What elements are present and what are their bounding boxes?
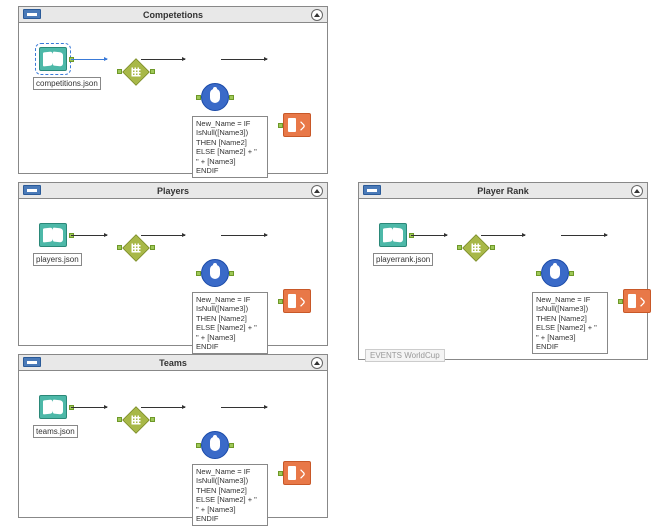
input-port[interactable]	[278, 471, 283, 476]
container-playerrank: Player Rank playerrank.json New_Name = IFI…	[358, 182, 648, 360]
container-teams: Teams teams.json New_Name = IFIsNull([Name…	[18, 354, 328, 518]
input-port[interactable]	[196, 95, 201, 100]
connection[interactable]	[71, 235, 107, 236]
container-body: playerrank.json New_Name = IFIsNull([Name…	[359, 199, 647, 361]
input-tool-icon	[379, 223, 407, 247]
connection[interactable]	[71, 407, 107, 408]
formula-tool-node[interactable]: New_Name = IFIsNull([Name3])THEN [Name2]…	[201, 83, 229, 111]
input-tool-icon	[39, 395, 67, 419]
formula-expression-label: New_Name = IFIsNull([Name3])THEN [Name2]…	[192, 292, 268, 354]
input-tool-node[interactable]: competitions.json	[39, 47, 71, 75]
collapse-button[interactable]	[311, 185, 323, 197]
container-title: Player Rank	[477, 186, 529, 196]
container-players: Players players.json New_Name = IFIsNull([…	[18, 182, 328, 346]
input-port[interactable]	[196, 443, 201, 448]
select-tool-node[interactable]	[123, 59, 149, 85]
input-tool-node[interactable]: playerrank.json	[379, 223, 411, 251]
output-port[interactable]	[229, 443, 234, 448]
input-port[interactable]	[117, 69, 122, 74]
formula-tool-node[interactable]: New_Name = IFIsNull([Name3])THEN [Name2]…	[201, 431, 229, 459]
container-badge-icon	[23, 185, 41, 195]
container-competitions: Competetions competitions.json New_Name = …	[18, 6, 328, 174]
select-tool-icon	[122, 406, 150, 434]
container-body: competitions.json New_Name = IFIsNull([Na…	[19, 23, 327, 175]
input-file-label: playerrank.json	[373, 253, 433, 266]
connection[interactable]	[221, 235, 267, 236]
connection[interactable]	[141, 59, 185, 60]
select-tool-icon	[122, 58, 150, 86]
select-tool-node[interactable]	[123, 407, 149, 433]
container-badge-icon	[23, 9, 41, 19]
container-badge-icon	[23, 357, 41, 367]
container-header[interactable]: Teams	[19, 355, 327, 371]
formula-expression-label: New_Name = IFIsNull([Name3])THEN [Name2]…	[192, 116, 268, 178]
container-body: players.json New_Name = IFIsNull([Name3])…	[19, 199, 327, 347]
container-header[interactable]: Players	[19, 183, 327, 199]
formula-expression-label: New_Name = IFIsNull([Name3])THEN [Name2]…	[192, 464, 268, 526]
container-title: Players	[157, 186, 189, 196]
input-port[interactable]	[278, 299, 283, 304]
connection[interactable]	[141, 235, 185, 236]
output-port[interactable]	[150, 417, 155, 422]
output-port[interactable]	[569, 271, 574, 276]
input-port[interactable]	[618, 299, 623, 304]
container-title: Teams	[159, 358, 187, 368]
container-header[interactable]: Competetions	[19, 7, 327, 23]
connection[interactable]	[141, 407, 185, 408]
output-port[interactable]	[150, 69, 155, 74]
formula-tool-node[interactable]: New_Name = IFIsNull([Name3])THEN [Name2]…	[541, 259, 569, 287]
output-tool-node[interactable]	[283, 113, 311, 137]
footer-hint-label: EVENTS WorldCup	[365, 349, 445, 362]
input-port[interactable]	[117, 417, 122, 422]
formula-expression-label: New_Name = IFIsNull([Name3])THEN [Name2]…	[532, 292, 608, 354]
input-port[interactable]	[536, 271, 541, 276]
container-title: Competetions	[143, 10, 203, 20]
output-tool-node[interactable]	[623, 289, 651, 313]
input-tool-icon	[39, 47, 67, 71]
formula-tool-node[interactable]: New_Name = IFIsNull([Name3])THEN [Name2]…	[201, 259, 229, 287]
container-badge-icon	[363, 185, 381, 195]
container-body: teams.json New_Name = IFIsNull([Name3])TH…	[19, 371, 327, 519]
collapse-button[interactable]	[311, 9, 323, 21]
output-port[interactable]	[490, 245, 495, 250]
input-port[interactable]	[278, 123, 283, 128]
input-port[interactable]	[196, 271, 201, 276]
input-file-label: players.json	[33, 253, 82, 266]
output-port[interactable]	[150, 245, 155, 250]
select-tool-node[interactable]	[123, 235, 149, 261]
container-header[interactable]: Player Rank	[359, 183, 647, 199]
output-port[interactable]	[229, 271, 234, 276]
connection[interactable]	[71, 59, 107, 60]
connection[interactable]	[561, 235, 607, 236]
select-tool-icon	[462, 234, 490, 262]
input-tool-node[interactable]: teams.json	[39, 395, 71, 423]
output-port[interactable]	[229, 95, 234, 100]
connection[interactable]	[411, 235, 447, 236]
input-port[interactable]	[457, 245, 462, 250]
input-file-label: teams.json	[33, 425, 78, 438]
input-file-label: competitions.json	[33, 77, 101, 90]
connection[interactable]	[221, 407, 267, 408]
input-tool-node[interactable]: players.json	[39, 223, 71, 251]
connection[interactable]	[481, 235, 525, 236]
select-tool-node[interactable]	[463, 235, 489, 261]
output-tool-node[interactable]	[283, 461, 311, 485]
connection[interactable]	[221, 59, 267, 60]
collapse-button[interactable]	[631, 185, 643, 197]
input-port[interactable]	[117, 245, 122, 250]
input-tool-icon	[39, 223, 67, 247]
collapse-button[interactable]	[311, 357, 323, 369]
output-tool-node[interactable]	[283, 289, 311, 313]
select-tool-icon	[122, 234, 150, 262]
